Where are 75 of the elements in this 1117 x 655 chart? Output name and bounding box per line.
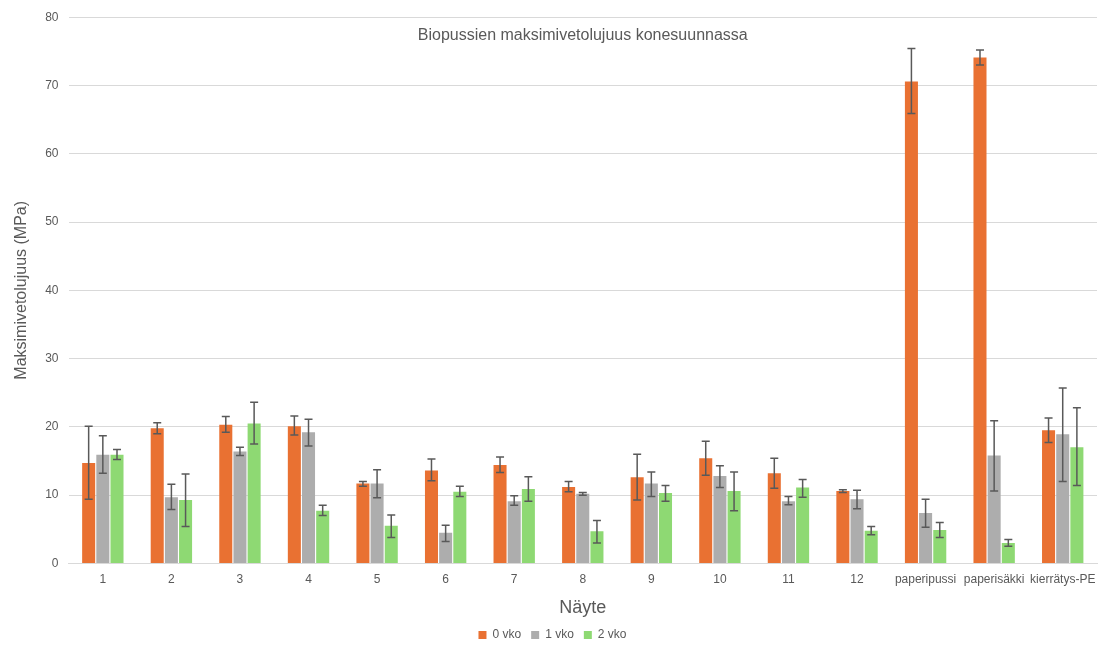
bar	[302, 432, 316, 563]
bar	[713, 476, 727, 563]
bar	[727, 491, 741, 563]
bar	[356, 483, 370, 563]
x-tick-label: 5	[373, 571, 381, 586]
bar	[110, 454, 124, 563]
bar	[493, 465, 507, 563]
bar	[1070, 447, 1084, 563]
x-tick-label: 4	[305, 571, 313, 586]
bar	[370, 483, 384, 563]
text: Biopussien maksimivetolujuus konesuunnassa	[417, 25, 748, 43]
bar	[247, 423, 261, 563]
bar	[904, 81, 918, 563]
bar	[658, 493, 673, 563]
bar	[287, 426, 301, 563]
bar	[453, 491, 467, 563]
bar	[699, 458, 713, 563]
y-tick-label: 0	[51, 555, 59, 570]
bar	[850, 499, 864, 563]
bar	[630, 477, 644, 563]
bar	[521, 488, 535, 563]
x-tick-label: 9	[647, 571, 655, 586]
legend-label: 0 vko	[492, 627, 522, 642]
bar	[1042, 430, 1056, 563]
x-tick-label: 7	[510, 571, 518, 586]
bar	[933, 529, 947, 563]
bar	[316, 510, 330, 563]
x-tick-label: 1	[99, 571, 107, 586]
y-tick-label: 60	[45, 146, 59, 161]
x-tick-label: 3	[236, 571, 244, 586]
y-tick-label: 70	[45, 77, 59, 92]
bar	[439, 532, 453, 563]
bar	[644, 483, 658, 563]
y-tick-label: 40	[45, 282, 59, 297]
y-tick-label: 80	[45, 9, 59, 24]
x-tick-label: kierrätys-PE	[1030, 571, 1096, 586]
bar	[919, 512, 933, 563]
bar	[424, 470, 438, 563]
legend-label: 2 vko	[597, 627, 627, 642]
y-axis-title: Maksimivetolujuus (MPa)	[12, 200, 30, 380]
bar	[562, 486, 576, 563]
bar	[150, 428, 164, 563]
bar	[384, 525, 398, 563]
bar	[82, 463, 96, 563]
bar	[96, 454, 110, 563]
y-tick-label: 30	[45, 350, 59, 365]
x-tick-label: 12	[850, 571, 865, 586]
bar	[219, 424, 233, 563]
bar	[781, 501, 795, 563]
bar	[164, 497, 178, 563]
bar	[233, 451, 247, 563]
bar	[507, 501, 521, 563]
y-tick-label: 10	[45, 487, 59, 502]
x-tick-label: 6	[442, 571, 450, 586]
x-tick-label: 11	[782, 571, 796, 586]
x-tick-label: 2	[168, 571, 176, 586]
x-tick-label: 8	[579, 571, 587, 586]
bar	[590, 531, 604, 563]
bar	[836, 491, 850, 563]
bar	[973, 57, 987, 563]
bar	[864, 530, 878, 563]
bar	[576, 493, 590, 563]
legend-label: 1 vko	[545, 627, 575, 642]
x-axis-title: Näyte	[559, 597, 607, 618]
bar	[767, 473, 781, 563]
bar	[987, 455, 1001, 563]
y-tick-label: 20	[45, 419, 59, 434]
bar	[1001, 542, 1015, 563]
bar	[179, 499, 193, 563]
bar	[1056, 434, 1070, 563]
x-tick-label: 10	[713, 571, 727, 586]
x-tick-label: paperisäkki	[963, 571, 1025, 586]
y-tick-label: 50	[45, 214, 59, 229]
x-tick-label: paperipussi	[894, 571, 957, 586]
bar	[796, 487, 810, 563]
